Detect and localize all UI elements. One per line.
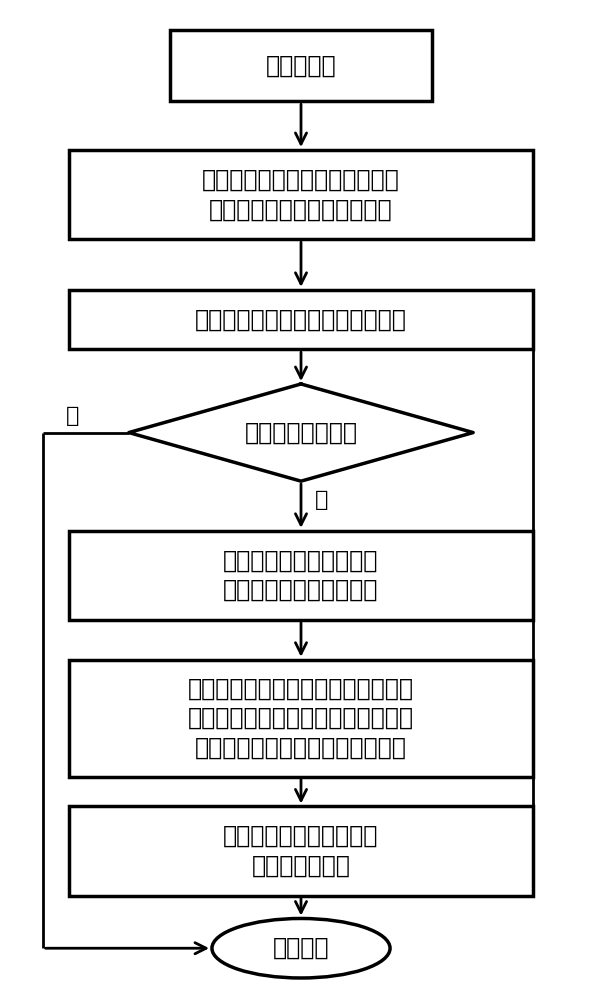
Text: 由修正后的体数据构成新
的传递函数空间: 由修正后的体数据构成新 的传递函数空间 — [223, 824, 379, 878]
FancyBboxPatch shape — [69, 531, 533, 620]
Text: 绘制结果: 绘制结果 — [273, 936, 329, 960]
Polygon shape — [129, 384, 473, 481]
Ellipse shape — [212, 918, 390, 978]
Text: 在体数据中查找属于该分
类器的体素，并进行标记: 在体数据中查找属于该分 类器的体素，并进行标记 — [223, 549, 379, 602]
Text: 读入体数据: 读入体数据 — [265, 54, 337, 78]
Text: 去除感兴趣区域？: 去除感兴趣区域？ — [244, 421, 358, 445]
FancyBboxPatch shape — [69, 290, 533, 349]
FancyBboxPatch shape — [170, 30, 432, 101]
Text: 针对感兴趣的目标设计出传递函数: 针对感兴趣的目标设计出传递函数 — [195, 308, 407, 332]
Text: 是: 是 — [315, 490, 329, 510]
Text: 根据空间连通性对标记后的二值体数
据进行边界追踪并分类，识别出属于
感兴趣目标的体素，进行集合运算: 根据空间连通性对标记后的二值体数 据进行边界追踪并分类，识别出属于 感兴趣目标的… — [188, 676, 414, 760]
Text: 否: 否 — [66, 406, 79, 426]
FancyBboxPatch shape — [69, 806, 533, 896]
Text: 计算每个体素两个属性值，由这
两个属性值构成两维传递函数: 计算每个体素两个属性值，由这 两个属性值构成两维传递函数 — [202, 168, 400, 221]
FancyBboxPatch shape — [69, 150, 533, 239]
FancyBboxPatch shape — [69, 660, 533, 777]
